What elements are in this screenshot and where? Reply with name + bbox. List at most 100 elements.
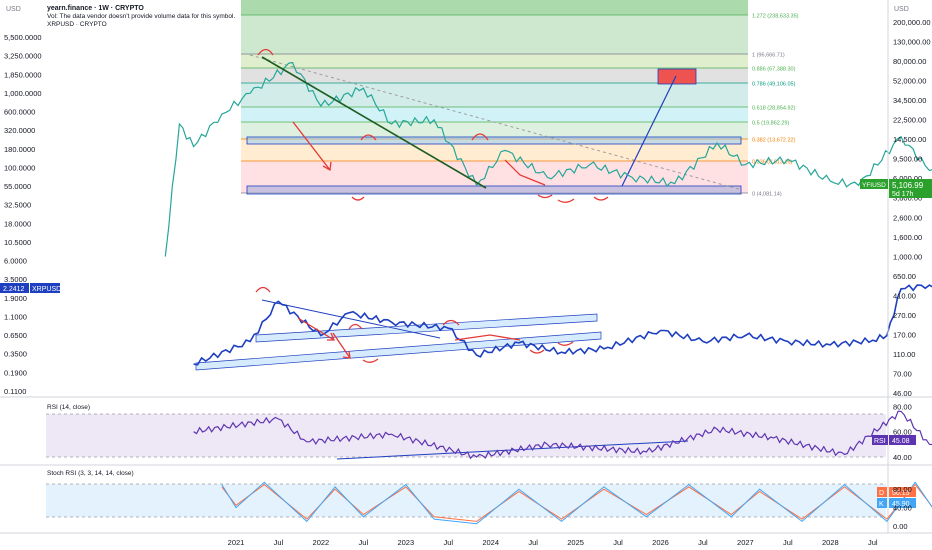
stoch-k-value: 45.90	[892, 501, 910, 508]
fib-retracement[interactable]: 1.272 (238,633.35) 1 (96,666.71) 0.886 (67…	[241, 0, 799, 198]
left-axis-tick: 18.0000	[4, 219, 31, 228]
right-axis-tick: 70.00	[893, 369, 912, 378]
fib-band-1	[241, 15, 748, 54]
annotation-arrow	[332, 332, 351, 359]
rsi-band	[46, 414, 886, 457]
left-axis-tick: 1,850.0000	[4, 70, 42, 79]
descending-trendline[interactable]	[261, 56, 487, 189]
right-price-axis[interactable]: 200,000.00 130,000.00 80,000.00 52,000.00 34…	[893, 18, 931, 398]
right-axis-tick: 34,500.00	[893, 96, 926, 105]
annotation-arc	[471, 133, 489, 141]
fib-level-label: 0.618 (28,854.92)	[752, 106, 796, 112]
right-axis-tick: 14,500.00	[893, 135, 926, 144]
stoch-k-value-badge	[889, 498, 916, 508]
xrp-symbol-badge	[30, 283, 60, 293]
stoch-d-value: 50.15	[892, 490, 910, 497]
dashed-trendline[interactable]	[249, 54, 743, 191]
rsi-value: 45.08	[892, 438, 910, 445]
left-axis-tick: 0.1100	[4, 387, 26, 396]
fib-level-label: 1.272 (238,633.35)	[752, 14, 799, 20]
left-axis-tick: 320.0000	[4, 126, 35, 135]
stoch-axis: 80.00 40.00 0.00	[893, 485, 912, 531]
rsi-axis: 80.00 60.00 40.00	[893, 402, 912, 462]
left-axis-tick: 0.6500	[4, 331, 27, 340]
left-axis-tick: 1.9000	[4, 294, 27, 303]
time-axis[interactable]: 2021 Jul 2022 Jul 2023 Jul 2024 Jul 2025 Jul 2026 J…	[228, 538, 878, 547]
left-axis-tick: 0.3500	[4, 350, 27, 359]
annotation-arc	[351, 196, 365, 201]
right-axis-tick: 6,000.00	[893, 174, 922, 183]
time-axis-tick: 2026	[652, 538, 669, 547]
yfi-price-series[interactable]	[164, 61, 932, 257]
time-axis-tick: Jul	[783, 538, 793, 547]
right-axis-tick: 130,000.00	[893, 38, 931, 47]
left-price-axis[interactable]: 5,500.0000 3,250.0000 1,850.0000 1,000.0000…	[4, 33, 42, 396]
stoch-axis-tick: 0.00	[893, 522, 908, 531]
left-axis-tick: 55.0000	[4, 182, 31, 191]
fib-level-label: 0.236 (8,613.16)	[752, 160, 793, 166]
xrp-channel-lower	[195, 331, 602, 371]
annotation-arrow	[454, 334, 521, 341]
fib-level-label: 0 (4,081.14)	[752, 192, 782, 198]
right-axis-tick: 52,000.00	[893, 77, 926, 86]
right-axis-tick: 270.00	[893, 311, 916, 320]
chart-title: yearn.finance · 1W · CRYPTO	[47, 5, 144, 12]
stoch-k-name-badge	[877, 498, 887, 508]
right-axis-tick: 650.00	[893, 272, 916, 281]
right-axis-tick: 170.00	[893, 330, 916, 339]
fib-level-label: 0.5 (19,862.29)	[752, 121, 789, 127]
fib-band-0786	[241, 68, 748, 83]
overlay-symbol-label: XRPUSD · CRYPTO	[47, 21, 107, 28]
resistance-box[interactable]	[246, 136, 742, 145]
time-axis-tick: Jul	[359, 538, 369, 547]
left-axis-tick: 0.1900	[4, 368, 27, 377]
rsi-name-badge	[872, 435, 888, 445]
stoch-band	[46, 484, 886, 517]
support-box[interactable]	[246, 185, 742, 195]
xrp-channel[interactable]	[195, 299, 602, 371]
time-axis-tick: 2024	[482, 538, 499, 547]
xrp-descending-line	[261, 299, 441, 339]
rsi-trendline[interactable]	[336, 440, 689, 460]
rsi-series[interactable]	[193, 410, 932, 460]
time-axis-tick: Jul	[443, 538, 453, 547]
left-axis-tick: 180.0000	[4, 145, 35, 154]
rsi-axis-tick: 80.00	[893, 402, 912, 411]
left-axis-tick: 6.0000	[4, 257, 27, 266]
rsi-title: RSI (14, close)	[47, 404, 90, 411]
right-axis-tick: 80,000.00	[893, 57, 926, 66]
yfi-price-badge	[889, 179, 932, 198]
xrp-price-series[interactable]	[193, 284, 932, 366]
stoch-axis-tick: 40.00	[893, 504, 912, 513]
right-axis-unit: USD	[894, 6, 909, 13]
right-axis-tick: 9,500.00	[893, 155, 922, 164]
annotation-arrow	[297, 317, 335, 341]
stoch-k-series[interactable]	[221, 481, 932, 525]
left-axis-tick: 1,000.0000	[4, 89, 42, 98]
annotation-arrow	[327, 332, 335, 341]
right-axis-tick: 1,000.00	[893, 252, 922, 261]
right-axis-tick: 2,600.00	[893, 213, 922, 222]
left-axis-tick: 3.5000	[4, 275, 27, 284]
time-axis-tick: Jul	[868, 538, 878, 547]
projection-arrow[interactable]	[621, 75, 677, 187]
rsi-axis-tick: 60.00	[893, 428, 912, 437]
right-axis-tick: 22,500.00	[893, 116, 926, 125]
fib-band-1272	[241, 0, 748, 15]
annotation-arc	[257, 48, 274, 56]
fib-level-label: 1 (96,666.71)	[752, 53, 785, 59]
annotation-arc	[360, 134, 377, 141]
annotation-arc	[537, 194, 553, 199]
annotation-arrow	[342, 350, 351, 359]
left-axis-tick: 100.0000	[4, 163, 35, 172]
annotation-marks[interactable]	[255, 48, 609, 363]
rsi-value-badge	[889, 435, 916, 445]
annotation-arrow	[504, 159, 546, 186]
target-box[interactable]	[657, 68, 697, 85]
right-axis-tick: 410.00	[893, 291, 916, 300]
stoch-axis-tick: 80.00	[893, 485, 912, 494]
fib-level-label: 0.382 (13,672.22)	[752, 138, 796, 144]
yfi-symbol-badge	[860, 179, 888, 189]
time-axis-tick: 2023	[397, 538, 414, 547]
